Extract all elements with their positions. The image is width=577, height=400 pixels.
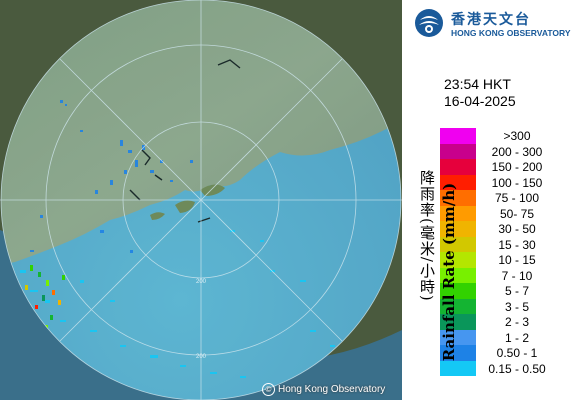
legend-title-zh: 降雨率(毫米/小時) [418,170,436,302]
legend-label: >300 [503,129,531,143]
radar-map-canvas: 200 200 [0,0,402,400]
copyright-text: Hong Kong Observatory [278,384,386,396]
range-ring-label: 200 [196,354,207,360]
legend-swatch [440,267,476,283]
legend-swatch [440,298,476,314]
timestamp-time: 23:54 HKT [444,76,511,92]
legend-swatch [440,314,476,330]
hko-logo-icon [415,9,443,37]
range-ring-label: 200 [196,279,207,285]
legend-label: 0.15 - 0.50 [488,361,546,376]
legend-panel: 香港天文台 HONG KONG OBSERVATORY 23:54 HKT 16… [402,0,577,400]
legend-swatch [440,329,476,345]
legend-label: 15 - 30 [498,237,536,252]
legend-label: 75 - 100 [494,191,540,205]
legend-label: 2 - 3 [504,315,529,329]
legend-swatch [440,360,476,376]
legend-label: 150 - 200 [491,160,543,174]
legend-label: 200 - 300 [491,144,543,159]
legend-swatch [440,205,476,221]
legend-swatch [440,283,476,299]
coastline-marks [129,59,241,223]
legend-label: 0.50 - 1 [496,346,538,360]
org-name-en: HONG KONG OBSERVATORY [451,28,571,38]
legend-swatch [440,128,476,144]
legend-label: 10 - 15 [498,253,536,267]
radar-map[interactable]: 200 200 © Hong Kong Observatory [0,0,402,400]
legend-swatch [440,190,476,206]
copyright-symbol: © [262,383,275,396]
legend-swatch [440,221,476,237]
hko-logo: 香港天文台 HONG KONG OBSERVATORY [412,6,577,42]
legend-swatch [440,174,476,190]
legend-label: 30 - 50 [498,222,536,236]
timestamp-date: 16-04-2025 [444,93,516,109]
legend-label: 5 - 7 [504,284,529,298]
legend-title-en: Rainfall Rate (mm/h) [440,182,458,362]
range-rings [0,0,402,400]
legend-label: 3 - 5 [504,299,529,314]
legend-swatch [440,143,476,159]
legend-label: 100 - 150 [491,175,543,190]
legend-swatch [440,159,476,175]
island [175,200,195,213]
island [150,212,165,220]
copyright-notice: © Hong Kong Observatory [262,383,385,396]
island [200,184,225,196]
legend-label: 50- 75 [499,206,535,221]
legend-swatch [440,252,476,268]
org-name-zh: 香港天文台 [451,12,531,28]
legend-label: 7 - 10 [501,268,533,283]
legend-label: 1 - 2 [504,330,529,345]
legend-swatch [440,345,476,361]
legend-swatch [440,236,476,252]
